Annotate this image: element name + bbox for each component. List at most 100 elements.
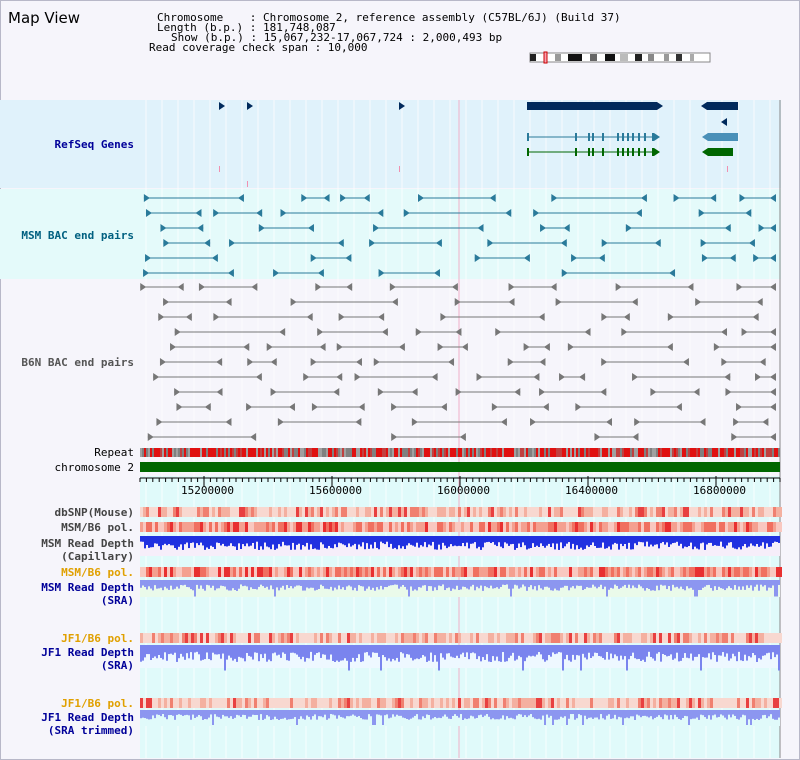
jf1-depth-trim-label-1[interactable]: JF1 Read Depth [41,711,134,724]
msm-b6-pol-label-2[interactable]: MSM/B6 pol. [61,566,134,579]
heatmap-cell [374,567,377,577]
heatmap-cell [347,698,350,708]
heatmap-cell [455,522,458,532]
heatmap-cell [227,633,230,643]
bac-end-arrow [736,283,743,291]
jf1-pol-label-2[interactable]: JF1/B6 pol. [61,697,134,710]
heatmap-cell [245,567,248,577]
heatmap-cell [269,507,272,517]
depth-bar [460,580,462,590]
heatmap-cell [377,633,380,643]
heatmap-cell [374,633,377,643]
bac-end-arrow [632,373,639,381]
depth-bar [312,536,314,550]
heatmap-cell [269,698,272,708]
depth-bar [216,536,218,543]
heatmap-cell [428,522,431,532]
repeat-segment [278,448,280,457]
heatmap-cell [254,507,257,517]
depth-bar [206,536,208,548]
depth-bar [452,580,454,589]
depth-bar [346,536,348,548]
depth-bar [752,710,754,719]
heatmap-cell [173,633,176,643]
repeat-segment [550,448,552,457]
bac-end-arrow [721,358,728,366]
heatmap-cell [188,507,191,517]
heatmap-cell [251,698,254,708]
depth-bar [662,710,664,720]
repeat-segment [440,448,442,457]
repeat-segment [242,448,244,457]
repeat-segment [238,448,240,457]
depth-bar [576,710,578,719]
depth-bar [168,580,170,590]
depth-bar [440,580,442,587]
jf1-pol-label-1[interactable]: JF1/B6 pol. [61,632,134,645]
repeat-segment [594,448,596,457]
heatmap-cell [680,567,683,577]
heatmap-cell [626,522,629,532]
heatmap-cell [734,522,737,532]
heatmap-cell [653,522,656,532]
heatmap-tracks [140,507,782,708]
repeat-segment [602,448,604,457]
repeat-segment [696,448,698,457]
msm-depth-capillary-label-1[interactable]: MSM Read Depth [41,537,134,550]
depth-bar [208,645,210,659]
depth-bar [190,645,192,653]
msm-depth-sra-label-1[interactable]: MSM Read Depth [41,581,134,594]
depth-bar [470,710,472,716]
msm-b6-pol-label-1[interactable]: MSM/B6 pol. [61,521,134,534]
heatmap-cell [611,633,614,643]
heatmap-cell [608,522,611,532]
bac-end-arrow [227,269,234,277]
depth-bar [264,710,266,719]
depth-bar [714,580,716,587]
heatmap-cell [230,633,233,643]
repeat-segment [714,448,716,457]
heatmap-cell [563,698,566,708]
bac-end-arrow [563,224,570,232]
heatmap-cell [500,522,503,532]
heatmap-cell [755,507,758,517]
repeat-segment [756,448,758,457]
heatmap-cell [458,633,461,643]
depth-bar [700,536,702,544]
depth-bar [748,710,750,720]
heatmap-cell [287,698,290,708]
heatmap-cell [455,698,458,708]
depth-bar [384,710,386,716]
depth-bar [700,710,702,715]
depth-bar [200,536,202,543]
heatmap-cell [455,567,458,577]
heatmap-cell [263,522,266,532]
msm-bac-label[interactable]: MSM BAC end pairs [21,229,134,242]
dbsnp-label[interactable]: dbSNP(Mouse) [54,506,134,519]
heatmap-cell [386,698,389,708]
depth-bar [724,580,726,591]
bac-end-arrow [542,403,549,411]
depth-bar [708,580,710,585]
heatmap-cell [470,567,473,577]
heatmap-cell [578,698,581,708]
heatmap-cell [233,522,236,532]
b6n-bac-label[interactable]: B6N BAC end pairs [21,356,134,369]
bac-end-arrow [377,209,384,217]
heatmap-cell [212,522,215,532]
heatmap-cell [662,633,665,643]
depth-bar [470,580,472,587]
jf1-depth-sra-label-1[interactable]: JF1 Read Depth [41,646,134,659]
depth-bar [348,710,350,717]
depth-bar [304,536,306,547]
bac-end-arrow [216,388,223,396]
heatmap-cell [473,507,476,517]
depth-bar [552,645,554,653]
heatmap-cell [227,507,230,517]
repeat-segment [544,448,546,457]
heatmap-cell [236,507,239,517]
depth-bar [238,645,240,657]
heatmap-cell [518,567,521,577]
refseq-genes-label[interactable]: RefSeq Genes [54,138,134,151]
